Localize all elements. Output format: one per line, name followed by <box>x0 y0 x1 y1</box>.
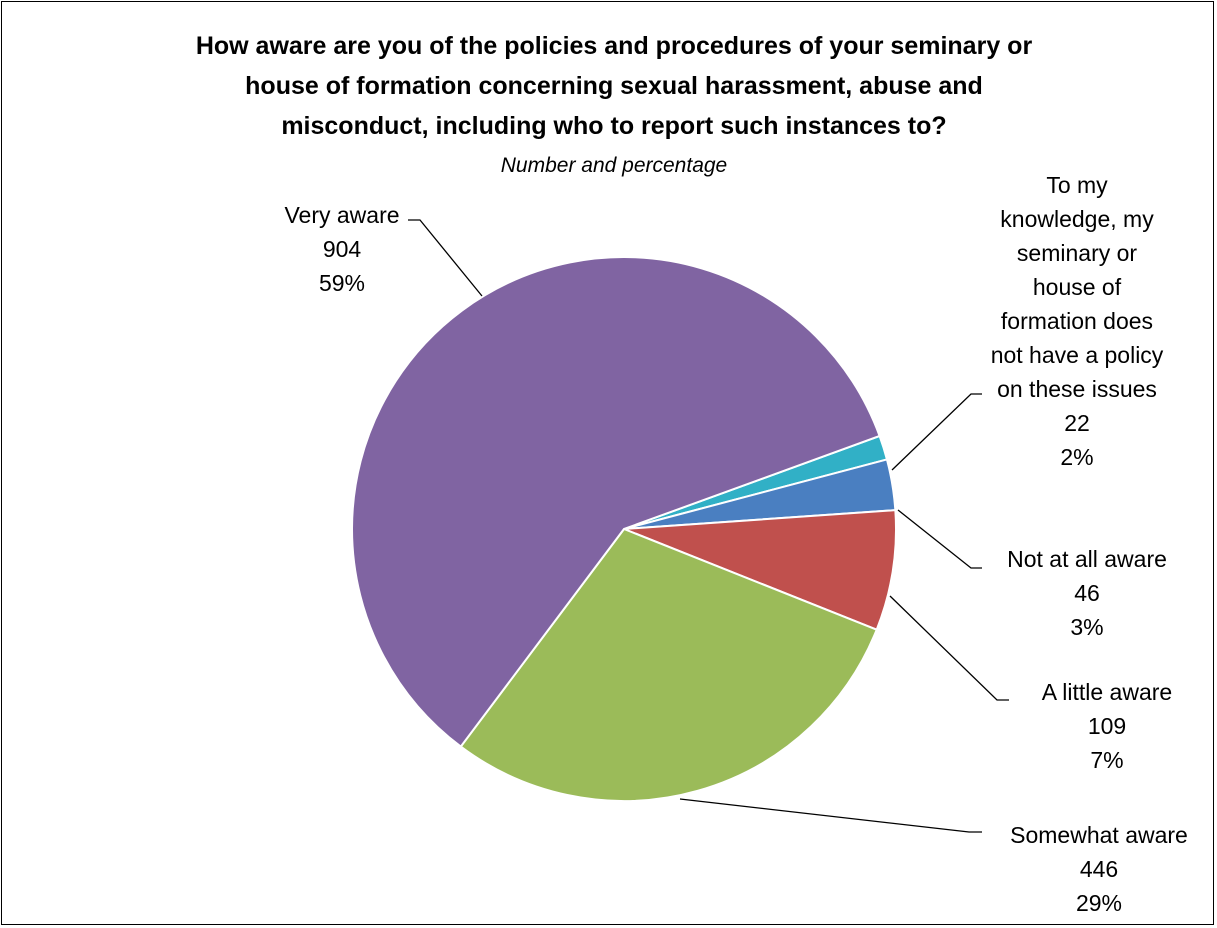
leader-line <box>889 595 1009 701</box>
data-label-count: 904 <box>323 236 362 262</box>
data-label-category: Not at all aware <box>1007 546 1167 572</box>
chart-title: How aware are you of the policies and pr… <box>196 32 1033 140</box>
data-labels: To my knowledge, my seminary or house of for… <box>284 172 1187 916</box>
chart-title-line: How aware are you of the policies and pr… <box>196 32 1033 60</box>
data-label-percent: 29% <box>1076 890 1122 916</box>
leader-line <box>408 219 483 297</box>
pie-slice <box>351 256 881 748</box>
data-label-category: seminary or <box>1017 240 1137 266</box>
chart-subtitle: Number and percentage <box>501 154 727 177</box>
data-label-percent: 7% <box>1090 747 1123 773</box>
data-label-category: knowledge, my <box>1000 206 1154 232</box>
data-label-category: house of <box>1033 274 1122 300</box>
data-label-count: 46 <box>1074 580 1100 606</box>
leader-line <box>679 798 982 833</box>
data-label-percent: 2% <box>1060 444 1093 470</box>
pie-slice <box>623 509 897 631</box>
data-label-count: 22 <box>1064 410 1090 436</box>
data-label-percent: 3% <box>1070 614 1103 640</box>
data-label-category: A little aware <box>1042 679 1172 705</box>
data-label-category: Somewhat aware <box>1010 822 1188 848</box>
pie-slices <box>351 256 897 802</box>
leader-line <box>897 509 982 569</box>
data-label-count: 109 <box>1088 713 1126 739</box>
pie-slice <box>459 527 878 802</box>
data-label-category: not have a policy <box>991 342 1164 368</box>
data-label-count: 446 <box>1080 856 1118 882</box>
data-label-percent: 59% <box>319 270 365 296</box>
chart-title-line: misconduct, including who to report such… <box>281 112 946 140</box>
data-label-category: on these issues <box>997 376 1157 402</box>
chart-title-line: house of formation concerning sexual har… <box>245 72 983 100</box>
data-label-category: formation does <box>1001 308 1153 334</box>
leader-line <box>891 393 982 471</box>
data-label-category: Very aware <box>284 202 399 228</box>
leader-lines <box>408 219 1009 833</box>
data-label-category: To my <box>1046 172 1108 198</box>
